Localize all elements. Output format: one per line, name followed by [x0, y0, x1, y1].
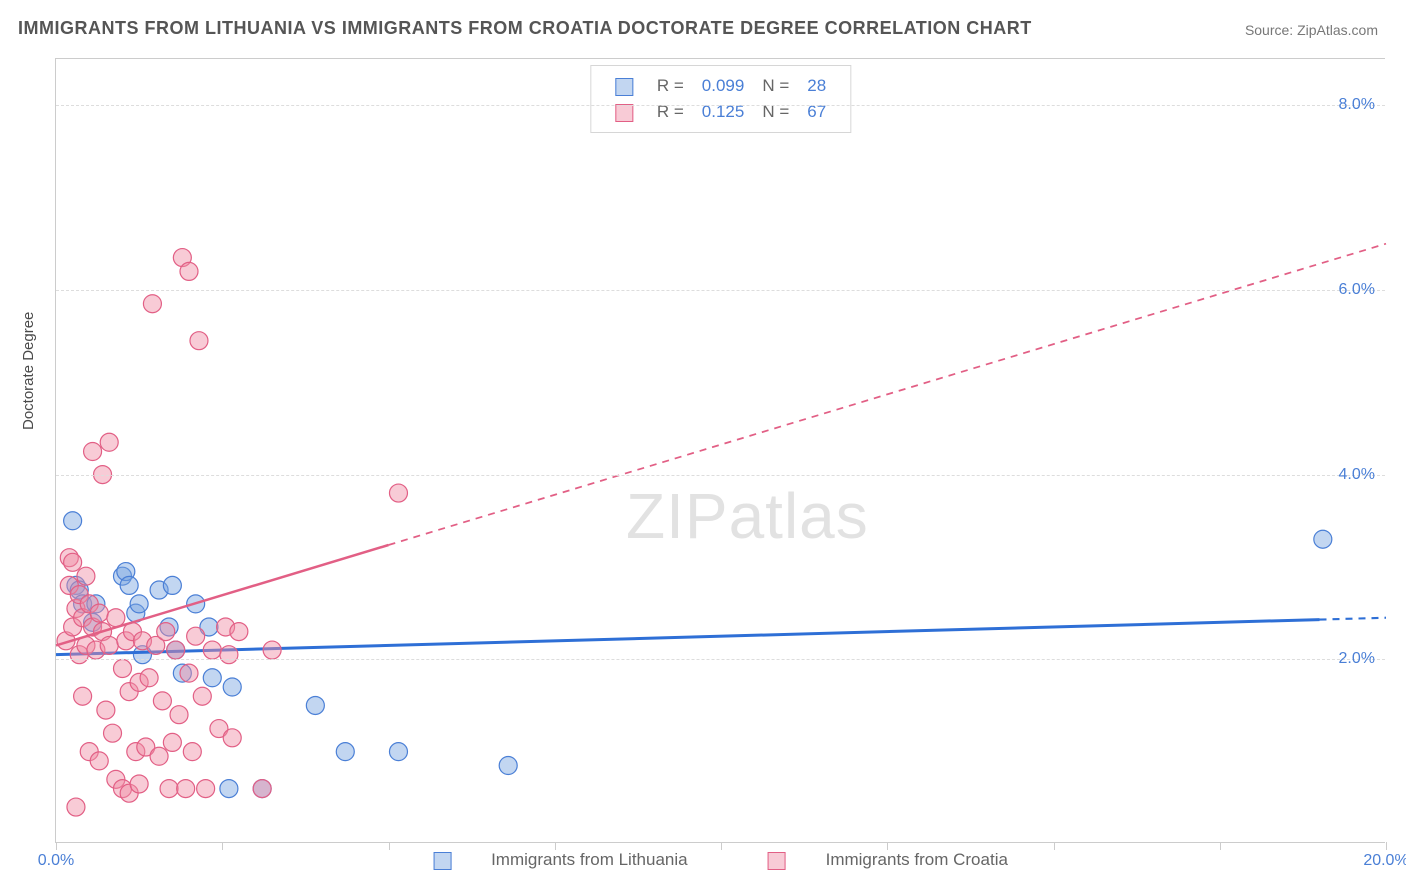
- scatter-point-croatia: [107, 609, 125, 627]
- scatter-point-croatia: [203, 641, 221, 659]
- scatter-point-lithuania: [389, 743, 407, 761]
- scatter-point-lithuania: [1314, 530, 1332, 548]
- scatter-point-croatia: [77, 567, 95, 585]
- y-tick-label: 2.0%: [1339, 650, 1375, 668]
- x-tick: [1054, 842, 1055, 850]
- scatter-point-croatia: [187, 627, 205, 645]
- x-tick-label: 0.0%: [38, 852, 74, 870]
- scatter-point-lithuania: [306, 696, 324, 714]
- scatter-point-croatia: [157, 623, 175, 641]
- legend-swatch: [615, 104, 633, 122]
- x-tick: [887, 842, 888, 850]
- legend-n-value: 67: [799, 100, 834, 124]
- gridline: [56, 105, 1385, 106]
- legend-row: R =0.099N =28: [607, 74, 834, 98]
- gridline: [56, 290, 1385, 291]
- scatter-point-lithuania: [336, 743, 354, 761]
- legend-row: R =0.125N =67: [607, 100, 834, 124]
- scatter-point-lithuania: [130, 595, 148, 613]
- scatter-point-croatia: [220, 646, 238, 664]
- chart-title: IMMIGRANTS FROM LITHUANIA VS IMMIGRANTS …: [18, 18, 1032, 39]
- legend-series-item: Immigrants from Lithuania: [413, 850, 708, 869]
- scatter-point-croatia: [90, 752, 108, 770]
- scatter-point-croatia: [190, 332, 208, 350]
- scatter-point-croatia: [163, 733, 181, 751]
- scatter-point-croatia: [114, 660, 132, 678]
- y-axis-label: Doctorate Degree: [20, 312, 37, 430]
- legend-r-label: R =: [649, 74, 692, 98]
- x-tick: [56, 842, 57, 850]
- scatter-point-croatia: [197, 780, 215, 798]
- legend-series-label: Immigrants from Croatia: [826, 850, 1008, 869]
- legend-correlation: R =0.099N =28R =0.125N =67: [590, 65, 851, 133]
- scatter-point-croatia: [100, 433, 118, 451]
- legend-r-value: 0.099: [694, 74, 753, 98]
- y-tick-label: 6.0%: [1339, 281, 1375, 299]
- legend-swatch: [768, 852, 786, 870]
- y-tick-label: 4.0%: [1339, 466, 1375, 484]
- scatter-point-croatia: [177, 780, 195, 798]
- scatter-point-croatia: [160, 780, 178, 798]
- legend-n-value: 28: [799, 74, 834, 98]
- scatter-point-croatia: [263, 641, 281, 659]
- scatter-point-croatia: [67, 798, 85, 816]
- scatter-point-lithuania: [120, 576, 138, 594]
- scatter-point-lithuania: [64, 512, 82, 530]
- legend-swatch: [615, 78, 633, 96]
- x-tick: [389, 842, 390, 850]
- x-tick: [222, 842, 223, 850]
- scatter-point-croatia: [389, 484, 407, 502]
- legend-series-label: Immigrants from Lithuania: [491, 850, 688, 869]
- scatter-point-croatia: [153, 692, 171, 710]
- scatter-point-croatia: [193, 687, 211, 705]
- legend-swatch: [433, 852, 451, 870]
- scatter-point-lithuania: [499, 757, 517, 775]
- x-tick: [555, 842, 556, 850]
- gridline: [56, 659, 1385, 660]
- gridline: [56, 475, 1385, 476]
- scatter-point-lithuania: [163, 576, 181, 594]
- scatter-point-croatia: [74, 687, 92, 705]
- scatter-point-croatia: [64, 553, 82, 571]
- scatter-point-lithuania: [223, 678, 241, 696]
- legend-series-item: Immigrants from Croatia: [748, 850, 1028, 869]
- x-tick: [721, 842, 722, 850]
- scatter-point-lithuania: [203, 669, 221, 687]
- scatter-point-croatia: [104, 724, 122, 742]
- scatter-point-croatia: [100, 636, 118, 654]
- x-tick: [1220, 842, 1221, 850]
- scatter-point-croatia: [130, 775, 148, 793]
- legend-r-label: R =: [649, 100, 692, 124]
- scatter-point-croatia: [140, 669, 158, 687]
- legend-series: Immigrants from Lithuania Immigrants from…: [393, 850, 1048, 870]
- scatter-point-croatia: [143, 295, 161, 313]
- plot-area: ZIPatlas R =0.099N =28R =0.125N =67 Immi…: [55, 58, 1385, 843]
- scatter-point-croatia: [84, 443, 102, 461]
- plot-svg: [56, 59, 1385, 842]
- scatter-point-croatia: [230, 623, 248, 641]
- scatter-point-croatia: [167, 641, 185, 659]
- scatter-point-croatia: [223, 729, 241, 747]
- scatter-point-croatia: [150, 747, 168, 765]
- scatter-point-croatia: [183, 743, 201, 761]
- x-tick: [1386, 842, 1387, 850]
- scatter-point-croatia: [253, 780, 271, 798]
- scatter-point-croatia: [180, 664, 198, 682]
- scatter-point-lithuania: [220, 780, 238, 798]
- legend-n-label: N =: [754, 100, 797, 124]
- scatter-point-croatia: [97, 701, 115, 719]
- legend-r-value: 0.125: [694, 100, 753, 124]
- source-label: Source: ZipAtlas.com: [1245, 22, 1378, 38]
- trendline-lithuania-dashed: [1320, 618, 1387, 620]
- x-tick-label: 20.0%: [1363, 852, 1406, 870]
- legend-n-label: N =: [754, 74, 797, 98]
- scatter-point-croatia: [170, 706, 188, 724]
- scatter-point-croatia: [90, 604, 108, 622]
- scatter-point-croatia: [180, 262, 198, 280]
- y-tick-label: 8.0%: [1339, 96, 1375, 114]
